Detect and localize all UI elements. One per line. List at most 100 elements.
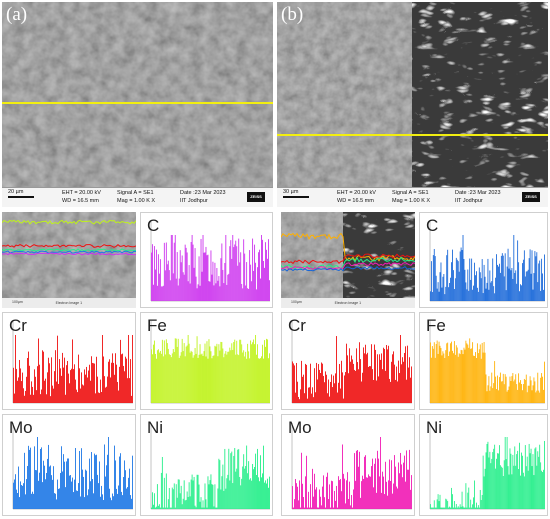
data-bar (269, 353, 270, 403)
chart-title: C (147, 216, 160, 235)
data-bar (265, 346, 266, 403)
data-bar (453, 507, 454, 509)
data-bar (216, 268, 218, 301)
data-bar (534, 251, 536, 301)
data-bar (128, 477, 129, 509)
data-bar (321, 505, 322, 509)
data-bar (157, 505, 159, 509)
data-bar (53, 466, 54, 509)
data-bar (216, 507, 218, 509)
data-bar (216, 343, 218, 403)
data-bar (264, 340, 265, 403)
data-bar (370, 366, 371, 403)
data-bar (69, 475, 70, 509)
data-bar (220, 489, 222, 509)
data-bar (174, 235, 176, 301)
data-bar (162, 507, 164, 509)
eds-chart-a-ni: Ni (140, 414, 273, 516)
eds-line (281, 265, 415, 272)
data-bar (210, 351, 212, 403)
data-bar (263, 358, 264, 403)
data-bar (480, 358, 482, 403)
data-bar (55, 350, 56, 403)
data-bar (526, 456, 528, 509)
data-bar (297, 486, 298, 509)
data-bar (471, 258, 473, 301)
data-bar (260, 358, 261, 403)
data-bar (180, 485, 182, 509)
data-bar (369, 366, 370, 403)
chart-title: Fe (147, 316, 167, 335)
data-bar (295, 392, 296, 403)
data-bar (469, 258, 471, 301)
data-bar (522, 472, 524, 509)
data-bar (73, 369, 74, 403)
data-bar (227, 474, 229, 509)
wd-value: WD = 16.5 mm (337, 198, 374, 204)
chart-bars (292, 335, 412, 403)
data-bar (152, 344, 154, 403)
data-bar (449, 506, 451, 509)
data-bar (506, 391, 508, 403)
data-bar (508, 386, 510, 403)
data-bar (246, 358, 248, 403)
data-bar (452, 249, 453, 301)
data-bar (453, 501, 455, 509)
data-bar (540, 290, 542, 301)
data-bar (219, 460, 221, 509)
chart-bars (151, 235, 270, 301)
data-bar (240, 252, 242, 301)
data-bar (437, 353, 439, 403)
data-bar (397, 381, 398, 403)
data-bar (484, 276, 486, 301)
data-bar (241, 283, 243, 301)
data-bar (229, 347, 231, 403)
data-bar (465, 340, 467, 403)
data-bar (93, 363, 94, 403)
data-bar (189, 283, 191, 301)
eht-value: EHT = 20.00 kV (62, 190, 101, 196)
data-bar (472, 289, 474, 301)
data-bar (309, 507, 310, 509)
data-bar (403, 462, 404, 509)
data-bar (467, 344, 469, 403)
data-bar (454, 507, 456, 509)
data-bar (470, 499, 472, 509)
data-bar (154, 507, 156, 509)
data-bar (178, 278, 180, 301)
data-bar (349, 348, 350, 403)
data-bar (62, 471, 63, 509)
data-bar (75, 379, 76, 403)
eds-line (2, 244, 136, 248)
data-bar (444, 507, 446, 509)
data-bar (76, 490, 77, 509)
data-bar (52, 479, 53, 509)
data-bar (441, 507, 443, 509)
data-bar (459, 354, 461, 403)
data-bar (524, 379, 526, 403)
overlay-caption-a: 100µm Electron Image 1 (2, 298, 136, 308)
data-bar (492, 258, 494, 301)
data-bar (347, 355, 348, 403)
data-bar (528, 443, 530, 509)
data-bar (33, 493, 34, 509)
data-bar (173, 483, 175, 509)
data-bar (97, 376, 98, 403)
data-bar (57, 479, 58, 509)
data-bar (476, 271, 477, 301)
data-bar (75, 448, 76, 509)
data-bar (19, 359, 20, 403)
data-bar (25, 390, 26, 403)
data-bar (228, 273, 230, 301)
data-bar (390, 480, 391, 509)
data-bar (501, 381, 503, 403)
data-bar (266, 249, 267, 301)
data-bar (239, 476, 241, 509)
data-bar (230, 240, 232, 301)
data-bar (251, 344, 253, 403)
data-bar (389, 459, 390, 509)
data-bar (233, 455, 235, 509)
data-bar (222, 464, 224, 509)
data-bar (335, 373, 336, 403)
chart-title: Ni (426, 418, 443, 437)
